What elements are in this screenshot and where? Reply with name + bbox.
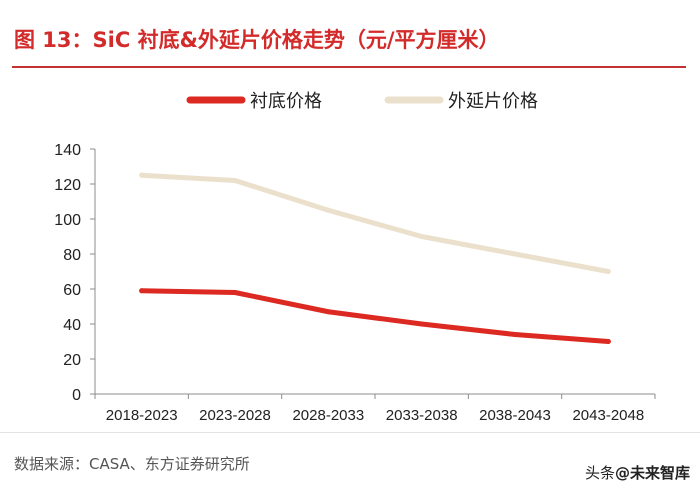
y-tick-label: 40 bbox=[63, 317, 81, 334]
data-point bbox=[605, 339, 611, 344]
x-tick-label: 2023-2028 bbox=[199, 407, 271, 424]
watermark: 头条@未来智库 bbox=[585, 462, 690, 483]
data-point bbox=[232, 290, 238, 295]
legend-label: 外延片价格 bbox=[448, 91, 538, 112]
data-point bbox=[325, 309, 331, 315]
y-tick-label: 80 bbox=[63, 247, 81, 264]
x-tick-label: 2038-2043 bbox=[479, 407, 551, 424]
data-point bbox=[325, 207, 331, 213]
data-point bbox=[139, 172, 145, 178]
watermark-handle: @未来智库 bbox=[614, 464, 690, 482]
data-point bbox=[232, 178, 238, 183]
y-tick-label: 20 bbox=[63, 352, 81, 369]
data-point bbox=[419, 234, 425, 239]
series-line-外延片价格 bbox=[139, 172, 611, 274]
chart-legend: 衬底价格 外延片价格 bbox=[186, 91, 538, 112]
data-point bbox=[419, 321, 425, 327]
watermark-prefix: 头条 bbox=[584, 464, 615, 482]
y-tick-label: 120 bbox=[54, 177, 81, 194]
data-source: 数据来源：CASA、东方证券研究所 bbox=[14, 455, 250, 473]
x-axis: 2018-2023 2023-2028 2028-2033 2033-2038 2038… bbox=[94, 393, 656, 424]
y-tick-label: 140 bbox=[54, 142, 81, 159]
chart-series bbox=[139, 172, 611, 344]
y-tick-label: 100 bbox=[54, 212, 81, 229]
data-point bbox=[512, 332, 518, 337]
x-tick-label: 2043-2048 bbox=[572, 407, 644, 424]
legend-label: 衬底价格 bbox=[250, 91, 322, 112]
data-point bbox=[139, 288, 145, 294]
y-tick-label: 60 bbox=[63, 282, 81, 299]
title-divider bbox=[12, 66, 686, 68]
page-title: 图 13：SiC 衬底&外延片价格走势（元/平方厘米） bbox=[14, 28, 500, 52]
series-line-衬底价格 bbox=[139, 288, 611, 344]
data-point bbox=[512, 251, 518, 257]
x-tick-label: 2018-2023 bbox=[106, 407, 178, 424]
y-tick-label: 0 bbox=[72, 387, 81, 404]
x-tick-label: 2028-2033 bbox=[292, 407, 364, 424]
y-axis: 0 20 40 60 80 100 120 140 bbox=[54, 142, 96, 404]
footer-divider bbox=[0, 432, 700, 433]
data-point bbox=[605, 269, 611, 274]
x-tick-label: 2033-2038 bbox=[386, 407, 458, 424]
